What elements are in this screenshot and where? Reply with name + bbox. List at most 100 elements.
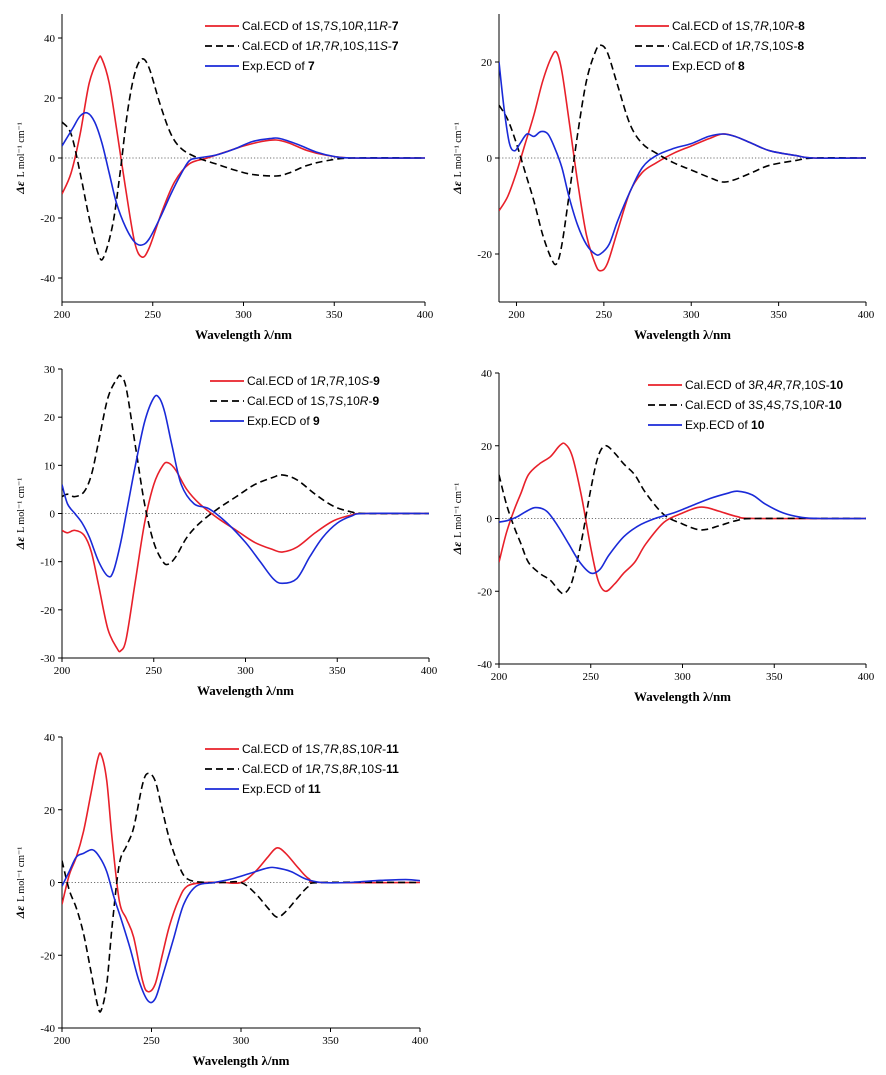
y-axis-unit: L mol⁻¹ cm⁻¹: [16, 478, 27, 533]
ecd-chart-5: 200 250 300 350 400 -40 -20 0 20 40 Wavelength λ/n…: [13, 732, 429, 1068]
x-tick-label: 400: [858, 309, 875, 321]
legend-entry: Cal.ECD of 3R,4R,7R,10S-10: [685, 378, 843, 392]
x-axis-label: Wavelength λ/nm: [634, 689, 731, 704]
y-axis-label: Δε L mol⁻¹ cm⁻¹: [13, 478, 27, 551]
x-axis-label: Wavelength λ/nm: [634, 327, 731, 342]
legend: Cal.ECD of 1S,7R,8S,10R-11 Cal.ECD of 1R,…: [205, 742, 399, 796]
series-line: [62, 848, 420, 1004]
x-axis-label: Wavelength λ/nm: [197, 683, 294, 698]
y-axis-label: Δε L mol⁻¹ cm⁻¹: [13, 122, 27, 195]
series-line: [62, 394, 429, 585]
y-tick-label: 40: [44, 33, 56, 45]
x-axis-label: Wavelength λ/nm: [192, 1053, 289, 1068]
series-line: [62, 752, 420, 993]
x-tick-label: 250: [146, 665, 163, 677]
x-tick-label: 350: [329, 665, 346, 677]
x-tick-label: 300: [683, 309, 700, 321]
series-line: [62, 58, 425, 261]
legend-entry: Cal.ECD of 3S,4S,7S,10R-10: [685, 398, 842, 412]
x-tick-label: 350: [326, 309, 343, 321]
y-axis-unit: L mol⁻¹ cm⁻¹: [453, 122, 464, 177]
ecd-chart-4: 200 250 300 350 400 -40 -20 0 20 40 Wavelength λ/n…: [450, 368, 875, 704]
legend-entry: Cal.ECD of 1R,7R,10S-9: [247, 374, 380, 388]
series-line: [62, 772, 420, 1013]
y-tick-label: 0: [50, 509, 56, 521]
series-line: [62, 111, 425, 246]
y-axis-symbol: Δε: [13, 537, 27, 551]
series-line: [62, 55, 425, 258]
series-group: [499, 442, 866, 595]
x-tick-label: 300: [233, 1035, 250, 1047]
y-axis-label: Δε L mol⁻¹ cm⁻¹: [13, 847, 27, 920]
legend-entry: Exp.ECD of 8: [672, 59, 745, 73]
series-line: [62, 461, 429, 653]
y-tick-label: -40: [40, 1023, 55, 1035]
y-axis-label: Δε L mol⁻¹ cm⁻¹: [450, 122, 464, 195]
series-line: [499, 444, 866, 595]
legend: Cal.ECD of 3R,4R,7R,10S-10 Cal.ECD of 3S,…: [648, 378, 843, 432]
x-tick-label: 400: [421, 665, 438, 677]
y-tick-label: -30: [40, 653, 55, 665]
y-axis-unit: L mol⁻¹ cm⁻¹: [16, 122, 27, 177]
series-group: [62, 55, 425, 261]
legend-entry: Cal.ECD of 1S,7S,10R,11R-7: [242, 19, 399, 33]
y-tick-label: -10: [40, 557, 55, 569]
x-tick-label: 250: [145, 309, 162, 321]
legend: Cal.ECD of 1S,7R,10R-8 Cal.ECD of 1R,7S,1…: [635, 19, 805, 73]
legend-entry: Cal.ECD of 1R,7R,10S,11S-7: [242, 39, 399, 53]
x-tick-label: 350: [322, 1035, 339, 1047]
y-tick-label: -20: [477, 249, 492, 261]
legend-entry: Cal.ECD of 1S,7S,10R-9: [247, 394, 379, 408]
legend-entry: Exp.ECD of 11: [242, 782, 321, 796]
y-tick-label: 20: [44, 412, 56, 424]
legend: Cal.ECD of 1S,7S,10R,11R-7 Cal.ECD of 1R,…: [205, 19, 399, 73]
ecd-chart-2: 200 250 300 350 400 -20 0 20 Wavelength λ/nm Δε L …: [450, 14, 875, 342]
x-tick-label: 350: [770, 309, 787, 321]
x-tick-label: 400: [412, 1035, 429, 1047]
y-tick-label: -20: [477, 586, 492, 598]
series-line: [499, 61, 866, 256]
y-tick-label: 0: [487, 153, 493, 165]
y-axis-symbol: Δε: [13, 906, 27, 920]
y-tick-label: -20: [40, 213, 55, 225]
legend-entry: Exp.ECD of 10: [685, 418, 765, 432]
y-axis-label: Δε L mol⁻¹ cm⁻¹: [450, 483, 464, 556]
legend: Cal.ECD of 1R,7R,10S-9 Cal.ECD of 1S,7S,1…: [210, 374, 380, 428]
y-tick-label: -20: [40, 605, 55, 617]
y-tick-label: 20: [481, 57, 493, 69]
x-tick-label: 200: [54, 1035, 71, 1047]
y-axis-unit: L mol⁻¹ cm⁻¹: [453, 483, 464, 538]
y-axis-symbol: Δε: [450, 181, 464, 195]
x-tick-label: 200: [54, 309, 71, 321]
y-axis-symbol: Δε: [13, 181, 27, 195]
series-line: [499, 490, 866, 575]
y-tick-label: -40: [477, 659, 492, 671]
y-tick-label: 20: [44, 93, 56, 105]
y-tick-label: 20: [44, 805, 56, 817]
y-axis-symbol: Δε: [450, 542, 464, 556]
y-tick-label: 0: [50, 153, 56, 165]
x-tick-label: 300: [235, 309, 252, 321]
series-group: [499, 44, 866, 272]
x-tick-label: 400: [858, 671, 875, 683]
y-tick-label: -40: [40, 273, 55, 285]
y-tick-label: 10: [44, 460, 56, 472]
x-tick-label: 200: [54, 665, 71, 677]
y-axis-unit: L mol⁻¹ cm⁻¹: [16, 847, 27, 902]
x-tick-label: 200: [508, 309, 525, 321]
series-line: [499, 50, 866, 272]
x-tick-label: 250: [596, 309, 613, 321]
series-group: [62, 752, 420, 1013]
x-tick-label: 300: [237, 665, 254, 677]
y-tick-label: 0: [487, 514, 493, 526]
ecd-chart-3: 200 250 300 350 400 -30 -20 -10 0 10 20 30 Wavelengt…: [13, 364, 438, 698]
legend-entry: Cal.ECD of 1R,7S,8R,10S-11: [242, 762, 399, 776]
x-tick-label: 350: [766, 671, 783, 683]
x-tick-label: 300: [674, 671, 691, 683]
x-tick-label: 250: [143, 1035, 160, 1047]
legend-entry: Cal.ECD of 1S,7R,10R-8: [672, 19, 805, 33]
legend-entry: Exp.ECD of 9: [247, 414, 320, 428]
x-axis-label: Wavelength λ/nm: [195, 327, 292, 342]
y-tick-label: 40: [44, 732, 56, 744]
